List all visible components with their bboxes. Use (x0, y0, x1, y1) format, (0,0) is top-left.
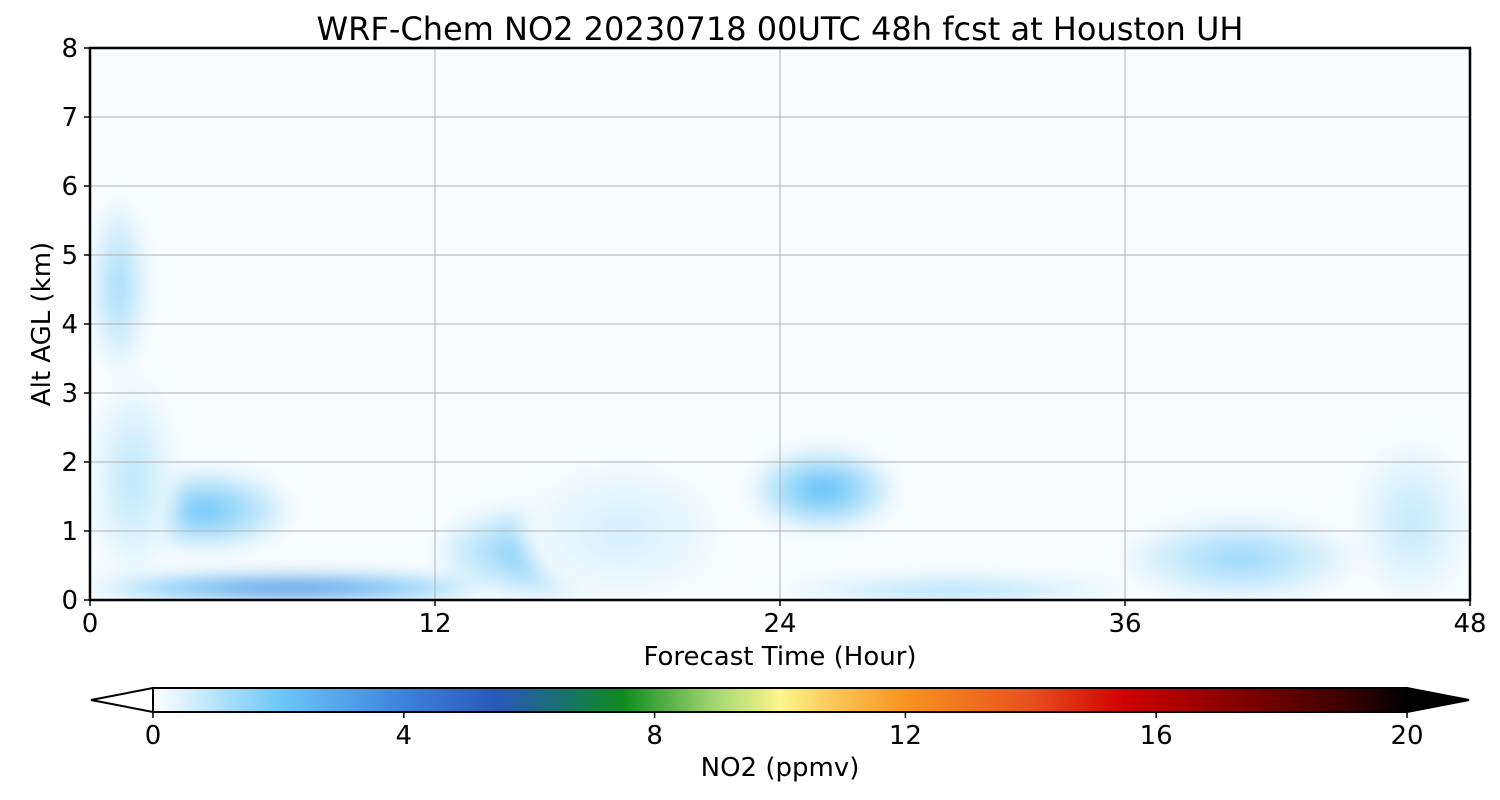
no2-contour-level (190, 503, 220, 518)
colorbar-tick-label: 20 (1390, 721, 1423, 751)
x-tick-label: 12 (418, 609, 451, 639)
y-tick-label: 2 (61, 448, 78, 478)
colorbar-tick-label: 16 (1140, 721, 1173, 751)
x-tick-label: 24 (763, 609, 796, 639)
colorbar-label: NO2 (ppmv) (701, 753, 860, 783)
y-tick-label: 7 (61, 103, 78, 133)
y-tick-label: 5 (61, 241, 78, 271)
y-tick-label: 8 (61, 34, 78, 64)
y-tick-label: 1 (61, 517, 78, 547)
no2-contour-level (257, 585, 325, 590)
colorbar-ticks: 0 4 8 12 16 20 (145, 712, 1424, 751)
no2-contour-level (113, 271, 124, 301)
no2-contour-level (125, 462, 141, 496)
y-tick-label: 4 (61, 310, 78, 340)
x-tick-label: 0 (82, 609, 99, 639)
y-axis-label: Alt AGL (km) (27, 242, 57, 406)
no2-contour-level (923, 587, 982, 592)
colorbar-extend-max (1406, 686, 1470, 714)
colorbar: 0 4 8 12 16 20 NO2 (ppmv) (90, 686, 1470, 783)
no2-feature-0 (90, 199, 148, 373)
chart-title: WRF-Chem NO2 20230718 00UTC 48h fcst at … (317, 10, 1244, 48)
colorbar-tick-label: 0 (145, 721, 162, 751)
no2-feature-7 (780, 579, 1125, 600)
x-axis: 0 12 24 36 48 (82, 600, 1487, 639)
no2-contour-level (811, 482, 836, 497)
colorbar-extend-min (90, 686, 154, 714)
no2-contour-level (1402, 507, 1423, 534)
y-tick-label: 6 (61, 172, 78, 202)
x-tick-label: 48 (1453, 609, 1486, 639)
colorbar-tick-label: 12 (889, 721, 922, 751)
no2-feature-8 (1125, 517, 1355, 600)
y-tick-label: 0 (61, 586, 78, 616)
colorbar-body (152, 687, 1408, 713)
plot-area (88, 46, 1472, 602)
no2-feature-9 (1355, 441, 1470, 600)
no2-feature-3 (90, 575, 493, 600)
y-axis: 0 1 2 3 4 5 6 7 8 (61, 34, 90, 616)
colorbar-tick-label: 4 (396, 721, 413, 751)
colorbar-tick-label: 8 (646, 721, 663, 751)
no2-field (90, 199, 1470, 600)
y-tick-label: 3 (61, 379, 78, 409)
x-tick-label: 36 (1108, 609, 1141, 639)
x-axis-label: Forecast Time (Hour) (643, 642, 916, 672)
no2-contour-level (1220, 551, 1260, 566)
no2-feature-2 (90, 379, 177, 580)
no2-feature-6 (751, 448, 895, 531)
